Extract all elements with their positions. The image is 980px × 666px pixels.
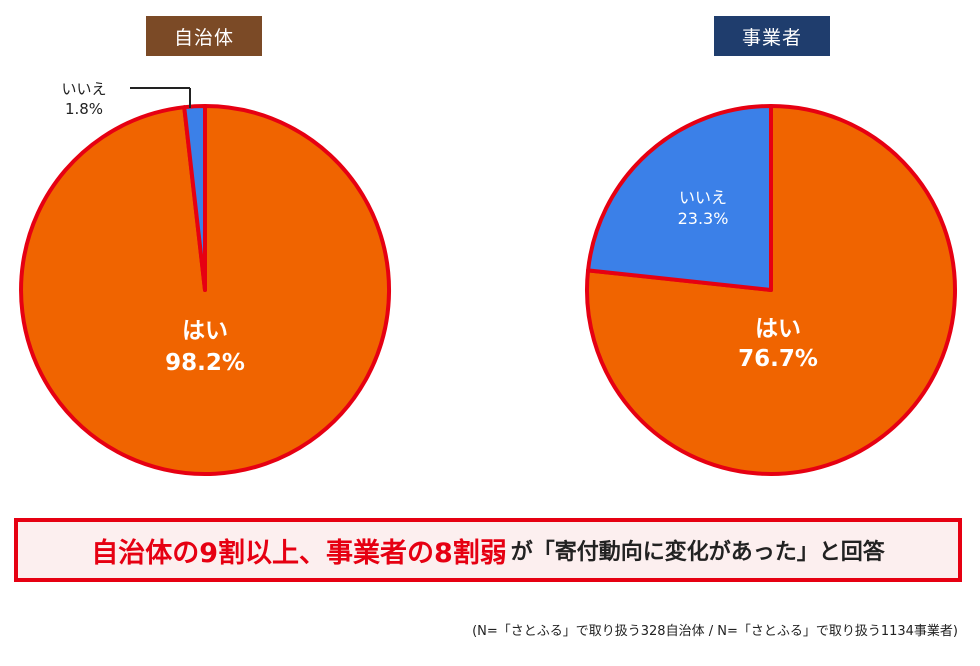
local-government-tag: 自治体 xyxy=(146,16,262,56)
label-yes-business: はい xyxy=(755,316,801,342)
callout-highlight: 自治体の9割以上、事業者の8割弱 xyxy=(91,537,507,569)
label-no-business: いいえ xyxy=(679,188,727,207)
callout-text: が「寄付動向に変化があった」と回答 xyxy=(510,540,885,565)
summary-callout: 自治体の9割以上、事業者の8割弱 が「寄付動向に変化があった」と回答 xyxy=(14,518,962,582)
pie-charts: いいえ 1.8% はい 98.2% いいえ 23.3% はい 76.7% xyxy=(19,80,957,476)
footnote: (N=「さとふる」で取り扱う328自治体 / N=「さとふる」で取り扱う1134… xyxy=(472,624,958,639)
label-no-local: いいえ xyxy=(61,80,106,98)
pie-chart-local: いいえ 1.8% はい 98.2% xyxy=(19,80,392,476)
business-tag: 事業者 xyxy=(714,16,830,56)
value-no-business: 23.3% xyxy=(678,209,729,228)
value-yes-business: 76.7% xyxy=(738,346,818,372)
value-yes-local: 98.2% xyxy=(165,350,245,376)
value-no-local: 1.8% xyxy=(65,100,103,118)
pie-chart-business: いいえ 23.3% はい 76.7% xyxy=(585,104,957,476)
label-yes-local: はい xyxy=(182,318,228,344)
slice-no-business xyxy=(586,104,773,292)
slice-no-local xyxy=(182,104,207,292)
